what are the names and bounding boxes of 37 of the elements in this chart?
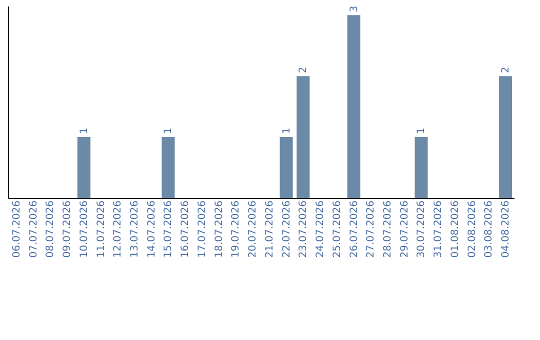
data-label: 1 bbox=[416, 128, 428, 134]
x-tick-label: 19.07.2026 bbox=[230, 200, 242, 258]
x-tick-label: 31.07.2026 bbox=[433, 200, 444, 258]
x-tick-label: 13.07.2026 bbox=[130, 200, 140, 258]
x-tick-label: 21.07.2026 bbox=[264, 200, 276, 258]
x-tick-label: 14.07.2026 bbox=[146, 200, 158, 258]
data-label: 1 bbox=[78, 128, 90, 134]
x-tick-label: 22.07.2026 bbox=[281, 200, 292, 258]
data-label: 2 bbox=[500, 66, 512, 74]
x-tick-label: 07.07.2026 bbox=[28, 200, 40, 258]
x-tick-label: 30.07.2026 bbox=[416, 200, 428, 258]
x-tick-label: 10.07.2026 bbox=[78, 200, 90, 258]
x-tick-label: 25.07.2026 bbox=[332, 200, 343, 258]
x-tick-label: 12.07.2026 bbox=[112, 200, 124, 258]
x-tick-label: 17.07.2026 bbox=[196, 200, 208, 258]
x-tick-label: 23.07.2026 bbox=[298, 200, 310, 258]
data-label: 3 bbox=[348, 6, 360, 12]
data-label: 1 bbox=[281, 128, 292, 134]
data-label: 2 bbox=[298, 66, 310, 74]
x-tick-label: 01.08.2026 bbox=[450, 200, 461, 258]
x-tick-label: 24.07.2026 bbox=[315, 200, 326, 258]
x-tick-label: 20.07.2026 bbox=[248, 200, 259, 258]
x-tick-label: 27.07.2026 bbox=[366, 200, 377, 258]
x-tick-label: 08.07.2026 bbox=[45, 200, 56, 258]
x-tick-label: 09.07.2026 bbox=[62, 200, 74, 258]
data-label: 1 bbox=[163, 128, 174, 134]
x-tick-label: 15.07.2026 bbox=[163, 200, 174, 258]
x-tick-label: 11.07.2026 bbox=[96, 200, 107, 258]
x-tick-label: 02.08.2026 bbox=[466, 200, 478, 258]
x-tick-label: 06.07.2026 bbox=[11, 200, 22, 258]
x-tick-label: 26.07.2026 bbox=[348, 200, 360, 258]
x-tick-label: 29.07.2026 bbox=[399, 200, 410, 258]
x-tick-label: 28.07.2026 bbox=[382, 200, 394, 258]
x-tick-label: 16.07.2026 bbox=[180, 200, 192, 258]
x-tick-label: 03.08.2026 bbox=[484, 200, 495, 258]
x-tick-label: 04.08.2026 bbox=[500, 200, 512, 258]
x-tick-label: 18.07.2026 bbox=[214, 200, 225, 258]
